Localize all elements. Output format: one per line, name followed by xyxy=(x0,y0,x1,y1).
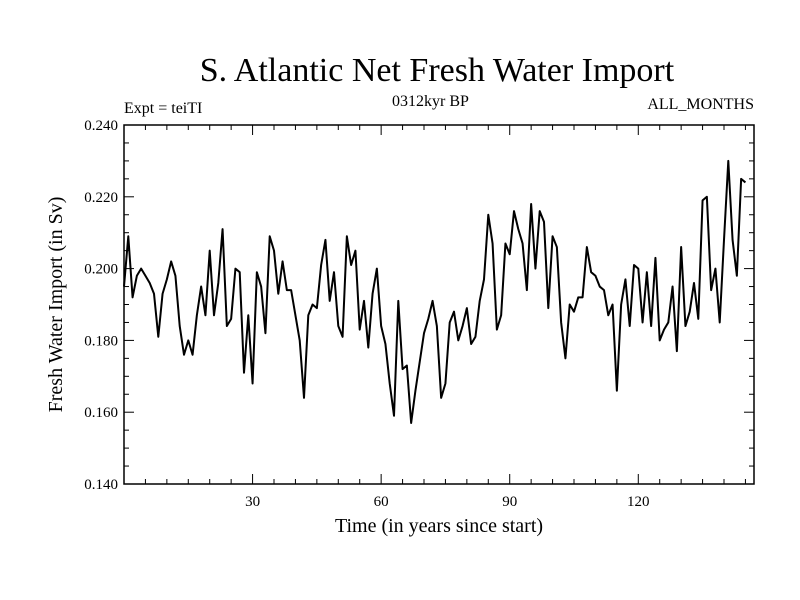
plot-frame xyxy=(123,124,755,485)
x-tick-label: 90 xyxy=(502,494,517,510)
y-axis-title: Fresh Water Import (in Sv) xyxy=(45,197,67,413)
series-line xyxy=(123,159,747,424)
y-tick-label: 0.220 xyxy=(84,190,118,206)
x-tick-label: 120 xyxy=(627,494,650,510)
x-axis-title: Time (in years since start) xyxy=(335,515,543,537)
months-label: ALL_MONTHS xyxy=(647,96,754,113)
tick-marks xyxy=(124,125,754,484)
y-tick-labels: 0.140 0.160 0.180 0.200 0.220 0.240 xyxy=(84,118,118,493)
y-tick-label: 0.240 xyxy=(84,118,118,134)
x-tick-label: 60 xyxy=(374,494,389,510)
x-tick-labels: 30 60 90 120 xyxy=(245,494,649,510)
experiment-label: Expt = teiTI xyxy=(124,100,203,117)
y-tick-label: 0.160 xyxy=(84,405,118,421)
period-label: 0312kyr BP xyxy=(392,93,469,110)
x-tick-label: 30 xyxy=(245,494,260,510)
y-tick-label: 0.180 xyxy=(84,333,118,349)
y-tick-label: 0.200 xyxy=(84,262,118,278)
y-tick-label: 0.140 xyxy=(84,477,118,493)
chart-title: S. Atlantic Net Fresh Water Import xyxy=(199,52,675,89)
